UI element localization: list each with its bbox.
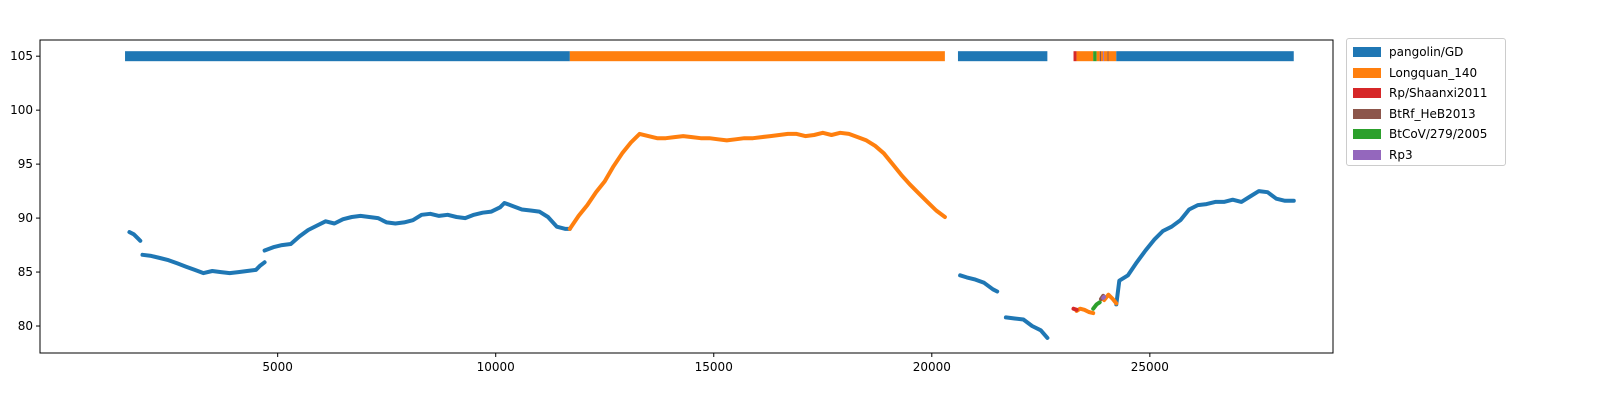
y-tick-label: 90 <box>18 211 33 225</box>
series-line <box>1101 294 1107 300</box>
top-bar-segment <box>1107 51 1109 62</box>
legend-label: BtCoV/279/2005 <box>1389 127 1488 141</box>
y-tick-label: 80 <box>18 319 33 333</box>
y-tick-label: 105 <box>10 49 33 63</box>
legend-item: BtRf_HeB2013 <box>1353 104 1476 124</box>
top-bar-segment <box>1096 51 1100 62</box>
plot-area <box>125 51 1296 340</box>
series-line <box>1102 292 1119 306</box>
series-line <box>1071 306 1079 312</box>
top-bar-segment <box>1093 51 1097 62</box>
series-line <box>567 130 947 231</box>
legend-item: Rp3 <box>1353 145 1413 165</box>
series-line <box>1091 300 1102 311</box>
x-tick-label: 20000 <box>913 360 951 374</box>
top-bar-segment <box>569 51 945 62</box>
x-tick-label: 10000 <box>477 360 515 374</box>
legend-label: pangolin/GD <box>1389 45 1464 59</box>
top-bar-segment <box>1104 51 1108 62</box>
legend-item: Rp/Shaanxi2011 <box>1353 83 1488 103</box>
legend-swatch <box>1353 47 1381 57</box>
top-bar-segment <box>1108 51 1117 62</box>
series-line <box>1003 315 1050 340</box>
legend-label: Rp/Shaanxi2011 <box>1389 86 1488 100</box>
y-tick-label: 95 <box>18 157 33 171</box>
legend-swatch <box>1353 129 1381 139</box>
top-bar-segment <box>1073 51 1077 62</box>
x-tick-label: 5000 <box>262 360 293 374</box>
legend-label: BtRf_HeB2013 <box>1389 106 1476 121</box>
legend-item: pangolin/GD <box>1353 42 1463 62</box>
series-line <box>140 252 267 276</box>
series-line <box>262 201 572 253</box>
legend-swatch <box>1353 149 1381 160</box>
legend-item: Longquan_140 <box>1353 63 1477 83</box>
series-line <box>958 273 1000 294</box>
top-bar-segment <box>1101 51 1104 62</box>
top-bar-segment <box>1103 51 1105 62</box>
axis-ticks: 5000 10000 15000 20000 25000 80 85 90 95 100 105 <box>10 49 1169 374</box>
x-tick-label: 25000 <box>1131 360 1169 374</box>
series-line <box>1114 189 1296 307</box>
top-bar-segment <box>1116 51 1294 62</box>
legend: pangolin/GD Longquan_140 Rp/Shaanxi2011 BtR… <box>1346 38 1506 166</box>
legend-swatch <box>1353 108 1381 119</box>
y-tick-label: 100 <box>10 103 33 117</box>
legend-swatch <box>1353 88 1381 98</box>
top-bar-segment <box>125 51 570 62</box>
series-line <box>1074 306 1096 316</box>
top-bar-segment <box>957 51 1048 62</box>
series-line <box>127 230 143 243</box>
legend-item: BtCoV/279/2005 <box>1353 124 1487 144</box>
legend-swatch <box>1353 67 1381 78</box>
x-tick-label: 15000 <box>695 360 733 374</box>
top-bar-segment <box>1076 51 1094 62</box>
legend-label: Longquan_140 <box>1389 65 1478 80</box>
legend-label: Rp3 <box>1389 147 1413 162</box>
top-bar-segment <box>1099 51 1102 62</box>
y-tick-label: 85 <box>18 265 33 279</box>
axes-frame <box>39 39 1334 354</box>
